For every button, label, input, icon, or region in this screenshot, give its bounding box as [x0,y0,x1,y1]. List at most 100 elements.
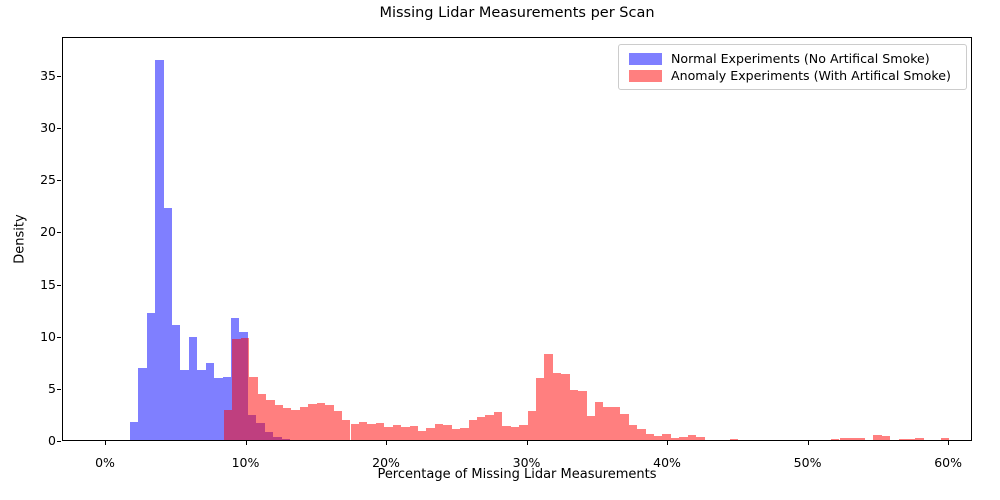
legend: Normal Experiments (No Artifical Smoke) … [618,44,967,90]
histogram-bar [367,423,376,440]
histogram-bar [620,414,629,440]
histogram-bar [662,434,671,440]
histogram-bar [924,440,932,441]
histogram-bar [163,208,173,440]
histogram-bar [679,436,688,440]
histogram-bar [451,429,461,440]
x-tick-mark [104,441,106,445]
histogram-bar [188,336,198,440]
histogram-bar [552,373,562,440]
histogram-bar [578,390,587,440]
histogram-bar [460,428,469,440]
histogram-bar [721,439,730,440]
y-tick-mark [57,75,61,77]
histogram-bar [881,435,891,440]
x-axis-label: Percentage of Missing Lidar Measurements [377,467,657,482]
y-tick-mark [57,388,61,390]
histogram-bar [519,425,528,440]
y-tick-mark [57,128,61,130]
histogram-bar [146,312,156,440]
histogram-bar [670,438,680,440]
histogram-bar [729,439,739,440]
y-axis-label: Density [12,214,28,264]
y-tick-label: 10 [40,328,56,344]
histogram-bar [561,374,570,440]
histogram-bar [780,439,789,440]
histogram-bar [358,422,368,440]
histogram-bar [224,409,233,440]
histogram-bar [172,325,181,440]
x-tick-mark [807,441,809,445]
y-tick-label: 15 [40,276,56,292]
histogram-bar [839,437,848,440]
histogram-bar [898,439,907,440]
anomaly-series-bars [63,38,971,440]
histogram-bar [290,439,299,440]
y-tick-label: 30 [40,120,56,136]
y-tick-label: 20 [40,224,56,240]
anomaly-swatch-icon [629,69,662,82]
histogram-bar [569,389,579,440]
histogram-bar [687,434,697,440]
histogram-bar [299,407,309,440]
histogram-bar [831,439,840,440]
histogram-bar [476,416,486,440]
histogram-bar [705,440,713,441]
histogram-bar [485,415,494,440]
histogram-bar [384,426,393,440]
chart-title: Missing Lidar Measurements per Scan [379,5,655,21]
histogram-bar [197,370,206,440]
y-tick-mark [57,180,61,182]
histogram-bar [205,362,215,440]
histogram-bar [417,431,427,440]
legend-item-anomaly: Anomaly Experiments (With Artifical Smok… [629,67,958,84]
histogram-bar [586,415,595,440]
histogram-bar [940,437,950,440]
histogram-bar [266,400,275,440]
x-tick-mark [526,441,528,445]
histogram-bar [426,428,435,440]
histogram-bar [308,404,317,440]
histogram-bar [299,440,307,441]
histogram-bar [180,370,189,440]
histogram-bar [654,436,663,440]
histogram-bar [527,410,536,440]
y-tick-mark [57,441,61,442]
histogram-bar [510,427,520,440]
histogram-bar [240,337,250,440]
histogram-bar [434,423,444,440]
histogram-bar [155,60,164,440]
histogram-bar [409,426,418,440]
histogram-bar [232,338,241,440]
histogram-bar [350,423,359,440]
histogram-bar [856,438,865,440]
histogram-bar [502,426,511,440]
histogram-bar [873,434,882,440]
y-tick-mark [57,284,61,286]
y-tick-mark [57,232,61,234]
histogram-bar [291,409,300,440]
x-tick-mark [245,441,247,445]
histogram-bar [645,434,654,440]
x-tick-mark [948,441,950,445]
histogram-bar [443,425,452,440]
histogram-bar [138,367,147,440]
histogram-bar [342,420,351,440]
histogram-bar [274,405,284,440]
y-tick-label: 25 [40,172,56,188]
histogram-bar [468,420,477,440]
x-tick-mark [667,441,669,445]
histogram-bar [401,426,410,440]
histogram-bar [283,407,292,440]
legend-item-normal: Normal Experiments (No Artifical Smoke) [629,50,958,67]
histogram-bar [257,394,267,440]
histogram-bar [222,377,232,440]
y-tick-label: 5 [48,380,56,396]
x-tick-mark [386,441,388,445]
histogram-bar [847,437,857,440]
histogram-bar [595,401,604,440]
histogram-bar [333,410,343,440]
legend-label: Normal Experiments (No Artifical Smoke) [671,51,930,66]
histogram-bar [611,406,621,440]
